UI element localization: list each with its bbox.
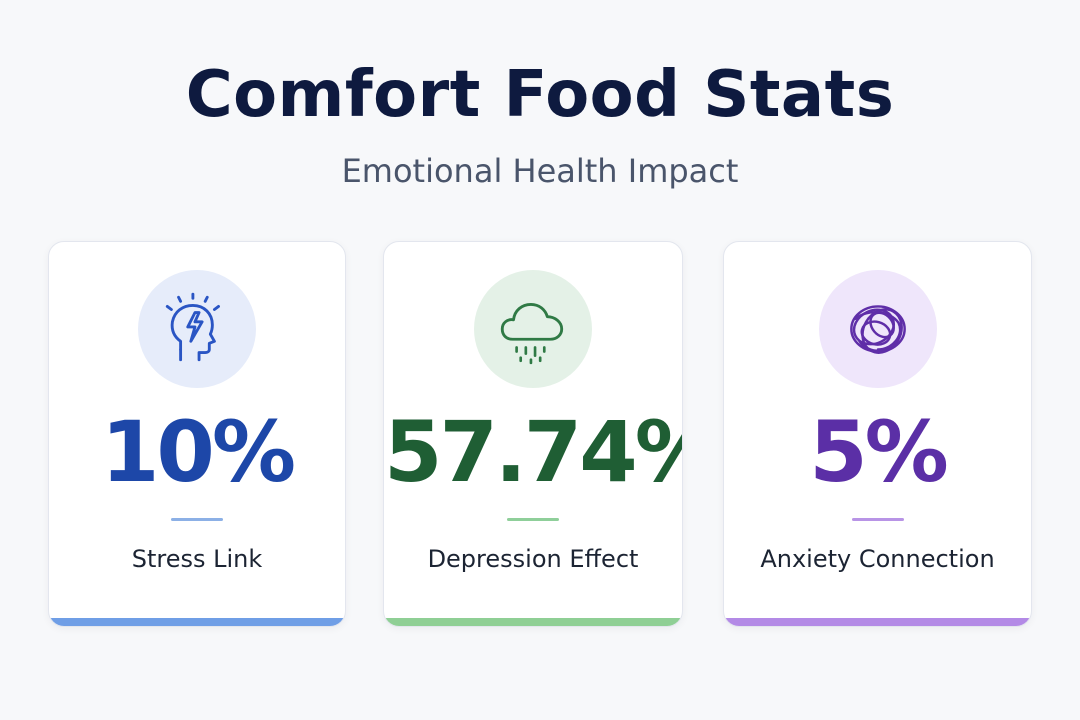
stat-label: Anxiety Connection <box>760 545 995 573</box>
stat-card-anxiety: 5% Anxiety Connection <box>723 241 1032 627</box>
stat-label: Depression Effect <box>427 545 639 573</box>
accent-bar <box>384 618 682 626</box>
rain-cloud-icon <box>500 302 564 365</box>
divider <box>851 518 904 521</box>
accent-bar <box>724 618 1031 626</box>
page-title: Comfort Food Stats <box>185 58 895 132</box>
head-lightning-icon <box>165 292 220 362</box>
icon-badge <box>818 270 937 388</box>
stat-card-depression: 57.74% Depression Effect <box>383 241 683 627</box>
stat-card-stress: 10% Stress Link <box>48 241 346 627</box>
divider <box>171 518 223 521</box>
page-subtitle: Emotional Health Impact <box>341 152 739 190</box>
tangled-scribble-icon <box>849 305 906 354</box>
accent-bar <box>49 618 345 626</box>
icon-badge <box>138 270 256 388</box>
divider <box>507 518 559 521</box>
stat-label: Stress Link <box>131 545 263 573</box>
stat-value: 10% <box>100 403 296 501</box>
stat-value: 5% <box>809 403 949 501</box>
stat-value: 57.74% <box>384 403 683 501</box>
icon-badge <box>474 270 592 388</box>
